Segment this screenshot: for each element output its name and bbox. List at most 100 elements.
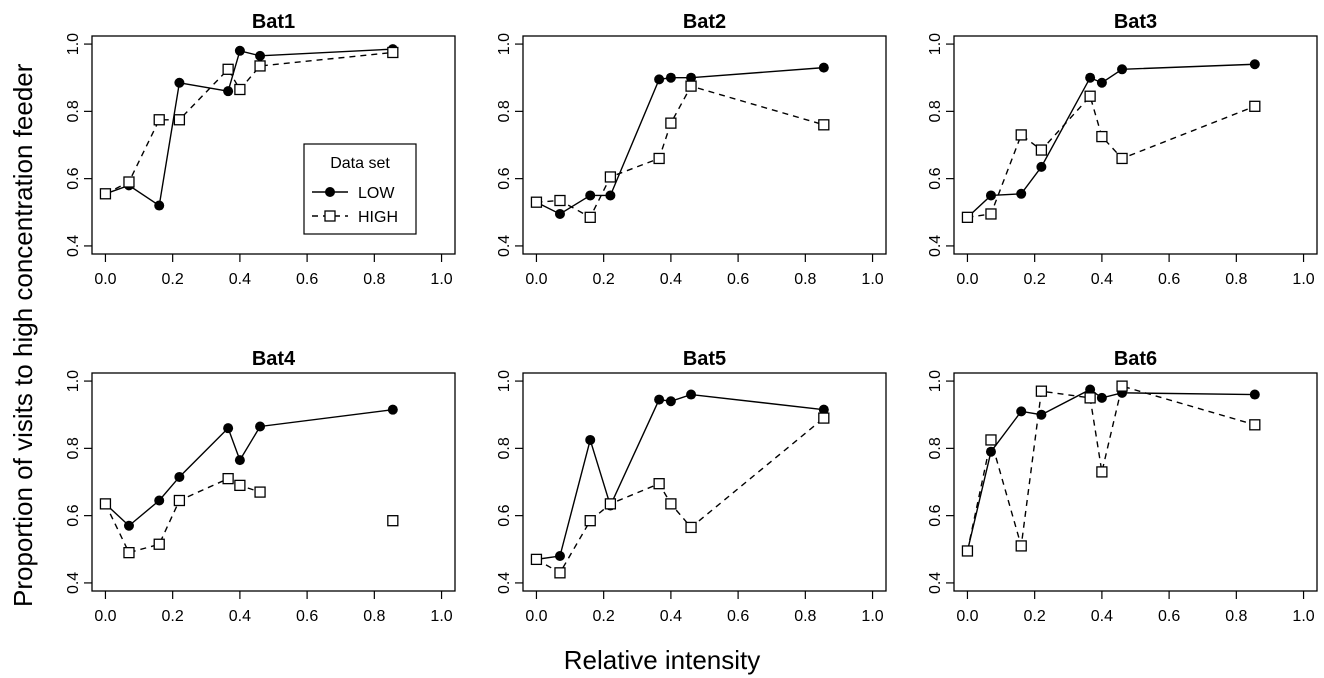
series-line (536, 85, 825, 219)
data-point-high (234, 479, 246, 492)
data-point-high (1015, 540, 1027, 552)
y-tick-label: 0.8 (927, 100, 944, 122)
data-point-high (222, 63, 234, 75)
series-line (536, 393, 824, 561)
data-point-high (234, 83, 246, 96)
series-line (104, 408, 393, 527)
legend-marker-high (324, 210, 336, 222)
x-tick-label: 0.6 (1158, 608, 1180, 625)
y-tick-label: 0.8 (496, 437, 513, 459)
data-point-high (1249, 100, 1261, 112)
y-tick-label: 0.6 (496, 167, 513, 189)
panel-title: Bat1 (252, 11, 295, 33)
data-point-low (818, 404, 829, 415)
data-point-high (653, 478, 665, 490)
x-tick-label: 0.4 (1091, 608, 1113, 625)
data-point-high (99, 188, 112, 200)
data-point-high (387, 515, 399, 527)
x-tick-label: 0.8 (363, 608, 385, 625)
data-point-low (234, 45, 245, 56)
x-tick-label: 0.4 (229, 271, 251, 288)
data-point-low (1249, 59, 1260, 70)
y-tick-label: 0.4 (927, 572, 944, 594)
plot-frame (953, 35, 1318, 255)
y-tick-label: 0.6 (65, 504, 82, 526)
x-tick-label: 0.2 (1024, 608, 1046, 625)
data-point-low (985, 190, 996, 201)
legend-label-low: LOW (358, 185, 395, 202)
data-point-low (654, 74, 665, 85)
series-line (966, 385, 1256, 552)
y-tick-label: 0.8 (496, 100, 513, 122)
data-point-high (1096, 466, 1108, 478)
data-point-low (554, 208, 565, 219)
data-point-low (686, 72, 697, 83)
data-point-low (1016, 188, 1027, 199)
panel-title: Bat4 (252, 348, 296, 370)
x-tick-label: 0.0 (525, 271, 547, 288)
data-point-high (554, 194, 566, 207)
x-tick-label: 0.4 (1091, 271, 1113, 288)
y-tick-label: 1.0 (65, 33, 82, 55)
data-point-high (153, 538, 165, 550)
data-point-high (961, 545, 974, 557)
data-point-low (1117, 64, 1128, 75)
data-point-low (154, 495, 165, 506)
data-point-high (604, 171, 617, 183)
series-line (536, 66, 824, 215)
panel-title: Bat2 (683, 11, 726, 33)
panel-title: Bat6 (1114, 348, 1157, 370)
data-point-high (685, 521, 697, 534)
data-point-high (985, 208, 997, 220)
data-point-high (818, 412, 830, 424)
x-tick-label: 0.8 (1225, 271, 1247, 288)
x-tick-label: 0.8 (794, 608, 816, 625)
x-tick-label: 0.8 (1225, 608, 1247, 625)
x-tick-label: 1.0 (1292, 271, 1314, 288)
data-point-high (665, 117, 677, 129)
panel-title: Bat3 (1114, 11, 1157, 33)
x-tick-label: 0.6 (296, 608, 318, 625)
data-point-high (554, 567, 566, 579)
y-axis-label: Proportion of visits to high concentrati… (8, 63, 38, 607)
x-tick-label: 1.0 (861, 271, 883, 288)
legend-box (303, 143, 417, 235)
x-tick-label: 0.0 (956, 608, 978, 625)
x-tick-label: 0.8 (794, 271, 816, 288)
x-tick-label: 0.8 (363, 271, 385, 288)
y-tick-label: 0.8 (65, 100, 82, 122)
data-point-low (554, 551, 565, 562)
data-point-low (1085, 72, 1096, 83)
plot-frame (953, 372, 1318, 592)
y-tick-label: 0.6 (927, 167, 944, 189)
x-tick-label: 0.0 (525, 608, 547, 625)
data-point-high (1035, 144, 1048, 156)
data-point-low (1036, 161, 1047, 172)
y-tick-label: 1.0 (927, 370, 944, 392)
data-point-high (254, 60, 266, 72)
x-tick-label: 0.4 (660, 271, 682, 288)
data-point-high (1015, 129, 1027, 141)
legend-label-high: HIGH (358, 209, 398, 226)
x-tick-label: 0.4 (229, 608, 251, 625)
y-tick-label: 1.0 (496, 370, 513, 392)
x-tick-label: 0.0 (94, 271, 116, 288)
data-point-low (255, 421, 266, 432)
data-point-high (961, 211, 974, 223)
plot-frame (91, 35, 456, 255)
x-tick-label: 0.6 (727, 271, 749, 288)
data-point-high (153, 114, 165, 126)
x-tick-label: 0.0 (956, 271, 978, 288)
x-tick-label: 1.0 (430, 608, 452, 625)
x-tick-label: 0.0 (94, 608, 116, 625)
data-point-high (584, 211, 596, 223)
x-tick-label: 0.6 (296, 271, 318, 288)
y-tick-label: 0.4 (65, 235, 82, 257)
data-point-low (654, 394, 665, 405)
series-line (966, 63, 1255, 218)
data-point-low (818, 62, 829, 73)
legend-title: Data set (330, 155, 390, 172)
data-point-high (1096, 130, 1108, 143)
